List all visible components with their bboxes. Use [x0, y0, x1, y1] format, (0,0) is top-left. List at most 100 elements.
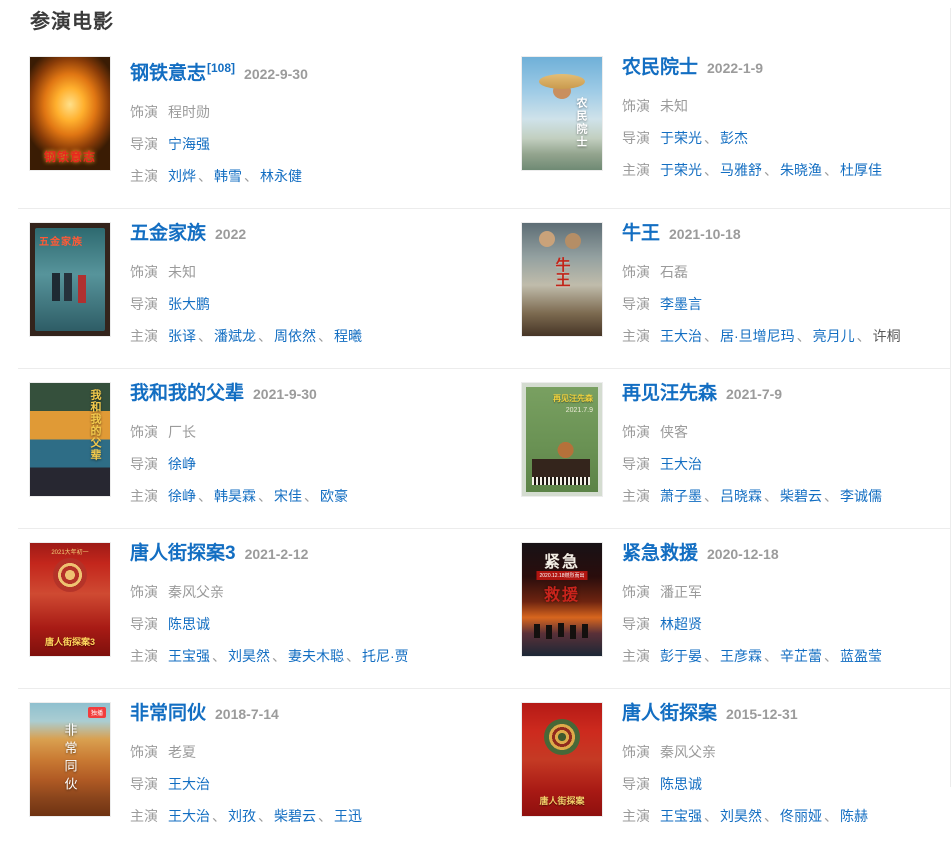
name-separator: 、: [318, 328, 332, 344]
person-link[interactable]: 王大治: [168, 776, 210, 792]
person-link[interactable]: 张大鹏: [168, 296, 210, 312]
person-link[interactable]: 刘孜: [228, 808, 256, 824]
movie-title-link[interactable]: 钢铁意志: [130, 63, 207, 84]
role-value: 石磊: [660, 264, 688, 280]
movie-poster[interactable]: 我和我的父辈: [30, 383, 110, 496]
person-link[interactable]: 于荣光: [660, 130, 702, 146]
person-link[interactable]: 托尼·贾: [362, 648, 409, 664]
person-link[interactable]: 宋佳: [274, 488, 302, 504]
movie-title-link[interactable]: 牛王: [622, 223, 661, 244]
person-link[interactable]: 宁海强: [168, 136, 210, 152]
person-link[interactable]: 欧豪: [320, 488, 348, 504]
movie-poster-art: 再见汪先森 2021.7.9: [522, 383, 602, 496]
person-link[interactable]: 王大治: [660, 456, 702, 472]
movie-title-link[interactable]: 五金家族: [130, 223, 207, 244]
person-link[interactable]: 张译: [168, 328, 196, 344]
movie-card: 2021大年初一 唐人街探案3 唐人街探案3 2021-2-12 饰演 秦风父亲 导演…: [30, 543, 522, 666]
movie-poster[interactable]: 非常同伙 独播: [30, 703, 110, 816]
person-link[interactable]: 王大治: [168, 808, 210, 824]
person-link[interactable]: 王宝强: [168, 648, 210, 664]
person-link[interactable]: 居·旦增尼玛: [720, 328, 795, 344]
movie-title-link[interactable]: 我和我的父辈: [130, 383, 245, 404]
movie-title-link[interactable]: 农民院士: [622, 57, 699, 78]
person-link[interactable]: 萧子墨: [660, 488, 702, 504]
poster-caption: 非常同伙: [62, 723, 78, 795]
person-link[interactable]: 周依然: [274, 328, 316, 344]
role-label: 饰演: [622, 424, 650, 440]
person-link[interactable]: 林永健: [260, 168, 302, 184]
person-link[interactable]: 王彦霖: [720, 648, 762, 664]
movie-title-line: 紧急救援 2020-12-18: [622, 543, 882, 566]
name-separator: 、: [258, 488, 272, 504]
person-link[interactable]: 陈思诚: [660, 776, 702, 792]
person-link[interactable]: 陈赫: [840, 808, 868, 824]
person-link[interactable]: 于荣光: [660, 162, 702, 178]
director-label: 导演: [130, 296, 158, 312]
person-link[interactable]: 刘烨: [168, 168, 196, 184]
movie-poster[interactable]: 农民院士: [522, 57, 602, 170]
person-link[interactable]: 徐峥: [168, 488, 196, 504]
person-link[interactable]: 韩昊霖: [214, 488, 256, 504]
starring-line: 主演 彭于晏、王彦霖、辛芷蕾、蓝盈莹: [622, 646, 882, 666]
movie-title-link[interactable]: 唐人街探案3: [130, 543, 236, 564]
movie-poster[interactable]: 五金家族: [30, 223, 110, 336]
movie-title-link[interactable]: 紧急救援: [622, 543, 699, 564]
movie-card: 非常同伙 独播 非常同伙 2018-7-14 饰演 老夏 导演 王大治 主演 王大治、刘孜…: [30, 703, 522, 826]
row-divider: [18, 208, 951, 209]
person-link[interactable]: 林超贤: [660, 616, 702, 632]
director-label: 导演: [130, 136, 158, 152]
movie-info: 钢铁意志[108] 2022-9-30 饰演 程时勋 导演 宁海强 主演 刘烨、韩雪、林…: [130, 57, 308, 186]
movie-poster[interactable]: 牛王: [522, 223, 602, 336]
person-link[interactable]: 王宝强: [660, 808, 702, 824]
person-link[interactable]: 妻夫木聪: [288, 648, 344, 664]
name-separator: 、: [796, 328, 811, 344]
name-separator: 、: [704, 130, 718, 146]
person-link[interactable]: 刘昊然: [720, 808, 762, 824]
movie-poster[interactable]: 唐人街探案: [522, 703, 602, 816]
person-link[interactable]: 王迅: [334, 808, 362, 824]
poster-caption: 钢铁意志: [43, 150, 96, 164]
person-link[interactable]: 徐峥: [168, 456, 196, 472]
director-line: 导演 陈思诚: [130, 614, 409, 634]
movie-poster[interactable]: 紧急 2020.12.18燃烈而出 救援: [522, 543, 602, 656]
role-line: 饰演 侠客: [622, 422, 882, 442]
person-link[interactable]: 韩雪: [214, 168, 242, 184]
reference-sup-link[interactable]: [108]: [207, 61, 236, 75]
person-link[interactable]: 陈思诚: [168, 616, 210, 632]
movie-title-link[interactable]: 再见汪先森: [622, 383, 718, 404]
person-link[interactable]: 亮月儿: [812, 328, 855, 344]
name-separator: 、: [704, 488, 718, 504]
person-link[interactable]: 李诚儒: [840, 488, 882, 504]
director-label: 导演: [622, 456, 650, 472]
movie-title-link[interactable]: 唐人街探案: [622, 703, 718, 724]
movie-title-line: 五金家族 2022: [130, 223, 362, 246]
movie-title-line: 唐人街探案 2015-12-31: [622, 703, 868, 726]
person-link[interactable]: 马雅舒: [720, 162, 762, 178]
role-line: 饰演 秦风父亲: [130, 582, 409, 602]
person-link[interactable]: 佟丽娅: [780, 808, 822, 824]
person-link[interactable]: 朱晓渔: [780, 162, 822, 178]
person-link[interactable]: 蓝盈莹: [840, 648, 882, 664]
person-link[interactable]: 吕晓霖: [720, 488, 762, 504]
role-line: 饰演 石磊: [622, 262, 901, 282]
person-link[interactable]: 李墨言: [660, 296, 702, 312]
movie-title-line: 唐人街探案3 2021-2-12: [130, 543, 409, 566]
person-link[interactable]: 杜厚佳: [840, 162, 882, 178]
person-link[interactable]: 辛芷蕾: [780, 648, 822, 664]
movie-card: 我和我的父辈 我和我的父辈 2021-9-30 饰演 厂长 导演 徐峥 主演 徐峥、韩昊…: [30, 383, 522, 506]
person-link[interactable]: 刘昊然: [228, 648, 270, 664]
movie-title-link[interactable]: 非常同伙: [130, 703, 207, 724]
person-link[interactable]: 彭杰: [720, 130, 748, 146]
movie-row: 钢铁意志 钢铁意志[108] 2022-9-30 饰演 程时勋 导演 宁海强 主演 刘烨…: [18, 36, 951, 208]
movie-poster[interactable]: 钢铁意志: [30, 57, 110, 170]
person-link[interactable]: 柴碧云: [274, 808, 316, 824]
director-label: 导演: [130, 616, 158, 632]
movie-poster-art: 唐人街探案: [522, 703, 602, 816]
movie-poster[interactable]: 2021大年初一 唐人街探案3: [30, 543, 110, 656]
person-link[interactable]: 王大治: [660, 328, 702, 344]
person-link[interactable]: 柴碧云: [780, 488, 822, 504]
person-link[interactable]: 程曦: [334, 328, 362, 344]
person-link[interactable]: 彭于晏: [660, 648, 702, 664]
movie-poster[interactable]: 再见汪先森 2021.7.9: [522, 383, 602, 496]
person-link[interactable]: 潘斌龙: [214, 328, 256, 344]
